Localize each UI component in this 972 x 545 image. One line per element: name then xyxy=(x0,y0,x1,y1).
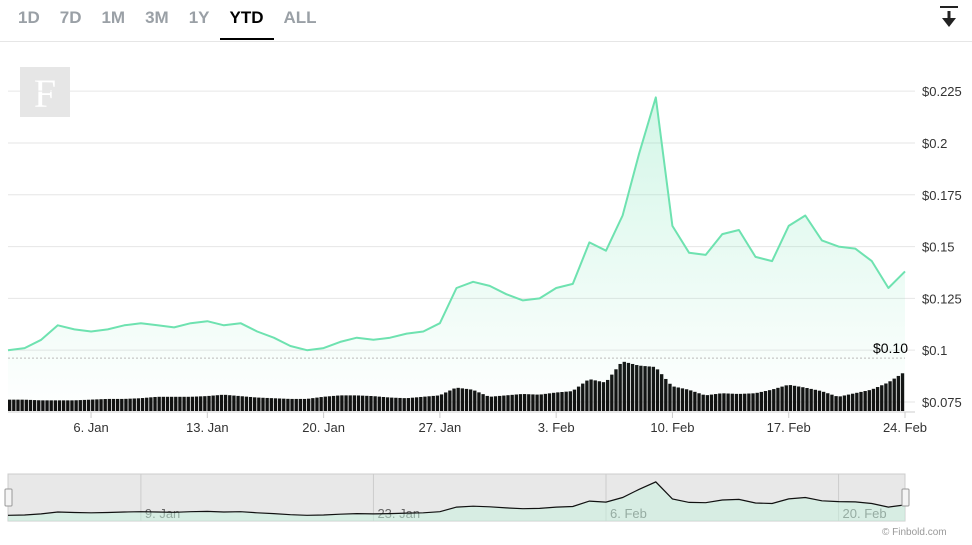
range-tab-1d[interactable]: 1D xyxy=(18,8,40,27)
x-tick-label: 6. Jan xyxy=(73,420,108,435)
navigator-line xyxy=(7,481,906,516)
range-tab-3m[interactable]: 3M xyxy=(145,8,169,27)
y-tick-label: $0.075 xyxy=(922,395,962,410)
price-line xyxy=(7,96,906,352)
navigator-handle-right[interactable] xyxy=(901,488,910,507)
range-tab-7d[interactable]: 7D xyxy=(59,8,82,27)
x-tick-label: 17. Feb xyxy=(767,420,811,435)
y-tick-label: $0.2 xyxy=(922,136,947,151)
x-tick-label: 10. Feb xyxy=(650,420,694,435)
x-tick-label: 3. Feb xyxy=(538,420,575,435)
y-tick-label: $0.1 xyxy=(922,343,947,358)
reference-line-label: $0.10 xyxy=(873,340,908,356)
y-tick-label: $0.125 xyxy=(922,291,962,306)
range-tab-all[interactable]: ALL xyxy=(283,8,317,27)
x-tick-label: 20. Jan xyxy=(302,420,345,435)
y-tick-label: $0.15 xyxy=(922,240,955,255)
y-tick-label: $0.225 xyxy=(922,84,962,99)
download-arrow-icon[interactable] xyxy=(938,6,960,30)
x-tick-label: 24. Feb xyxy=(883,420,927,435)
x-tick-label: 13. Jan xyxy=(186,420,229,435)
range-tab-ytd[interactable]: YTD xyxy=(219,0,274,40)
credits-label: © Finbold.com xyxy=(882,527,947,538)
price-area xyxy=(8,97,905,412)
range-tab-1y[interactable]: 1Y xyxy=(188,8,210,27)
range-tab-1m[interactable]: 1M xyxy=(101,8,126,27)
x-tick-label: 27. Jan xyxy=(419,420,462,435)
navigator-area xyxy=(8,481,905,521)
tab-divider xyxy=(0,41,972,42)
y-tick-label: $0.175 xyxy=(922,188,962,203)
watermark-logo: F xyxy=(20,67,70,117)
logo-letter: F xyxy=(34,71,56,116)
range-tabs: 1D 7D 1M 3M 1Y YTD ALL xyxy=(8,0,327,42)
navigator-handle-left[interactable] xyxy=(4,488,13,507)
